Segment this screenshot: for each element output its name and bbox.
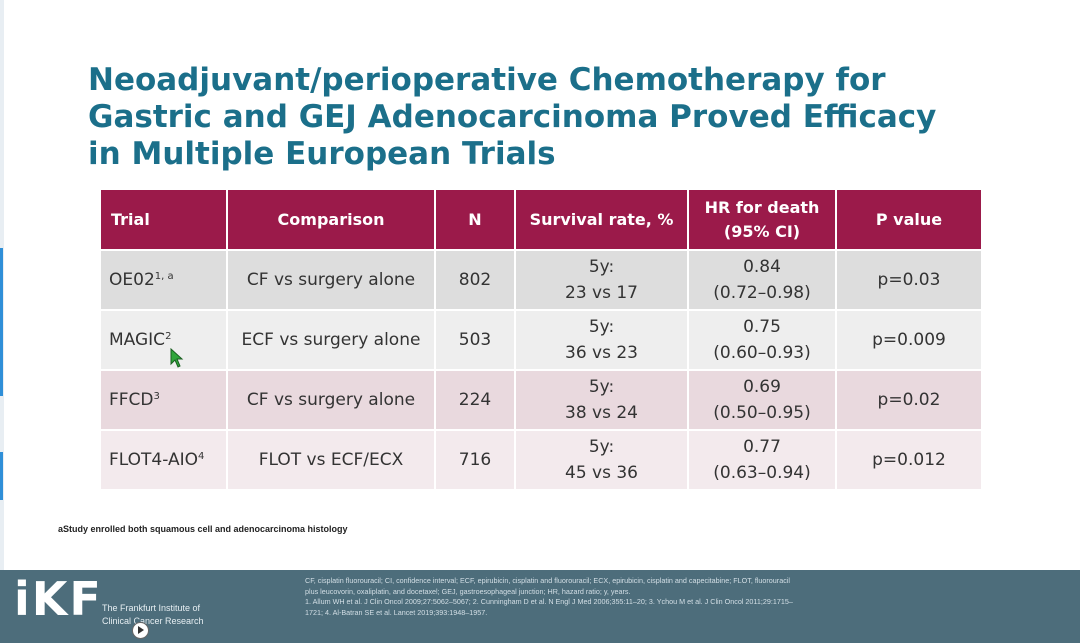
logo-caption-line: The Frankfurt Institute of [102,603,201,613]
cell-survival: 5y: 38 vs 24 [514,369,689,431]
header-hr-line: HR for death [704,197,820,217]
trial-name: MAGIC [109,330,166,350]
cell-comparison: ECF vs surgery alone [226,309,436,371]
cell-n: 716 [434,429,516,491]
table-row: OE021, a CF vs surgery alone 802 5y: 23 … [99,249,983,311]
reference-line: 1. Allum WH et al. J Clin Oncol 2009;27:… [305,597,793,606]
footer-references: CF, cisplatin fluorouracil; CI, confiden… [305,576,1065,618]
logo-caption: The Frankfurt Institute of Clinical Canc… [102,602,204,628]
reference-line: 1721; 4. Al-Batran SE et al. Lancet 2019… [305,607,488,617]
table-row: MAGIC2 ECF vs surgery alone 503 5y: 36 v… [99,309,983,371]
edge-marker [0,452,3,500]
cell-n: 802 [434,249,516,311]
cell-n: 503 [434,309,516,371]
cell-trial: FFCD3 [99,369,228,431]
header-trial: Trial [99,188,228,251]
cell-p: p=0.012 [835,429,983,491]
survival-line: 5y: [588,377,615,397]
hr-ci: (0.50–0.95) [713,403,811,423]
title-line: Neoadjuvant/perioperative Chemotherapy f… [88,62,886,98]
hr-ci: (0.72–0.98) [713,283,811,303]
cell-survival: 5y: 23 vs 17 [514,249,689,311]
cell-n: 224 [434,369,516,431]
mouse-cursor-icon [170,348,184,368]
cell-hr: 0.84 (0.72–0.98) [687,249,837,311]
trial-ref: 1, a [154,271,174,282]
cell-hr: 0.69 (0.50–0.95) [687,369,837,431]
trials-table: Trial Comparison N Survival rate, % HR f… [99,188,983,491]
title-line: in Multiple European Trials [88,136,556,172]
abbreviations-line: CF, cisplatin fluorouracil; CI, confiden… [305,576,790,585]
cell-comparison: CF vs surgery alone [226,249,436,311]
header-hr-line: (95% CI) [723,221,801,241]
cell-trial: OE021, a [99,249,228,311]
hr-value: 0.77 [743,437,781,457]
cell-p: p=0.009 [835,309,983,371]
header-hr: HR for death (95% CI) [687,188,837,251]
survival-line: 5y: [588,257,615,277]
cell-trial: MAGIC2 [99,309,228,371]
footnote: aStudy enrolled both squamous cell and a… [58,524,348,534]
hr-value: 0.69 [743,377,781,397]
header-survival: Survival rate, % [514,188,689,251]
logo-caption-line: Clinical Cancer Research [102,616,204,626]
cell-survival: 5y: 45 vs 36 [514,429,689,491]
cell-survival: 5y: 36 vs 23 [514,309,689,371]
cell-comparison: CF vs surgery alone [226,369,436,431]
hr-ci: (0.60–0.93) [713,343,811,363]
trial-ref: 3 [153,391,160,402]
abbreviations-line: plus leucovorin, oxaliplatin, and doceta… [305,586,631,596]
play-icon[interactable] [132,622,149,639]
hr-value: 0.84 [743,257,781,277]
table-row: FLOT4-AIO4 FLOT vs ECF/ECX 716 5y: 45 vs… [99,429,983,491]
survival-line: 36 vs 23 [565,343,638,363]
cell-p: p=0.03 [835,249,983,311]
survival-line: 23 vs 17 [565,283,638,303]
cell-comparison: FLOT vs ECF/ECX [226,429,436,491]
ikf-logo: iKF [14,572,103,626]
cell-p: p=0.02 [835,369,983,431]
cell-hr: 0.75 (0.60–0.93) [687,309,837,371]
slide-title: Neoadjuvant/perioperative Chemotherapy f… [88,62,1028,173]
survival-line: 38 vs 24 [565,403,638,423]
header-p: P value [835,188,983,251]
cell-hr: 0.77 (0.63–0.94) [687,429,837,491]
survival-line: 5y: [588,437,615,457]
title-line: Gastric and GEJ Adenocarcinoma Proved Ef… [88,99,937,135]
trial-name: FLOT4-AIO [109,450,199,470]
header-n: N [434,188,516,251]
table-header-row: Trial Comparison N Survival rate, % HR f… [99,188,983,251]
trial-ref: 2 [165,331,172,342]
hr-value: 0.75 [743,317,781,337]
header-comparison: Comparison [226,188,436,251]
footer-bar: iKF The Frankfurt Institute of Clinical … [0,570,1080,643]
trial-name: FFCD [109,390,154,410]
edge-marker [0,248,3,396]
hr-ci: (0.63–0.94) [713,463,811,483]
trial-ref: 4 [198,451,205,462]
trial-name: OE02 [109,270,155,290]
table-row: FFCD3 CF vs surgery alone 224 5y: 38 vs … [99,369,983,431]
survival-line: 5y: [588,317,615,337]
survival-line: 45 vs 36 [565,463,638,483]
cell-trial: FLOT4-AIO4 [99,429,228,491]
